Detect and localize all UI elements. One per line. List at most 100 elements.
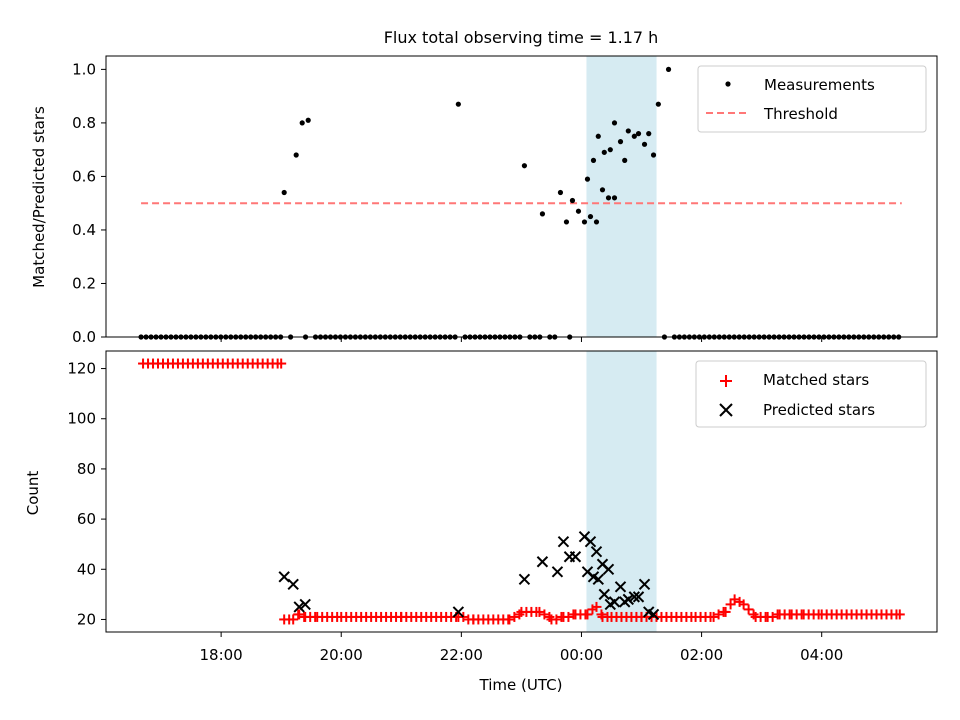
data-point: [590, 157, 597, 163]
matched-star-point: [720, 606, 731, 617]
data-point: [641, 141, 648, 147]
data-point: [557, 189, 564, 196]
top-plot-frame: [105, 55, 938, 338]
data-point: [587, 213, 594, 220]
x-axis-label: Time (UTC): [479, 676, 563, 694]
legend-box: [697, 65, 927, 133]
y-tick-label: 120: [67, 360, 96, 378]
data-point: [607, 147, 613, 153]
y-tick-label: 1.0: [72, 60, 96, 78]
top-legend: Measurements Threshold: [697, 65, 927, 133]
data-point: [299, 120, 305, 126]
data-point: [611, 195, 618, 201]
predicted-star-point: [518, 573, 531, 586]
predicted-star-point: [536, 556, 549, 568]
data-point: [611, 120, 618, 126]
predicted-star-point: [592, 573, 604, 586]
y-tick-label: 0.0: [72, 328, 96, 346]
x-tick-label: 22:00: [440, 646, 483, 664]
data-point: [665, 66, 672, 72]
predicted-star-point: [622, 593, 635, 606]
matched-star-point: [738, 599, 749, 610]
data-point: [281, 189, 287, 196]
predicted-star-point: [299, 598, 311, 611]
x-tick-label: 02:00: [680, 646, 723, 664]
legend-label-predicted: Predicted stars: [763, 401, 875, 419]
predicted-star-point: [278, 571, 290, 583]
y-tick-label: 60: [77, 510, 96, 528]
predicted-star-point: [293, 601, 305, 613]
data-point: [539, 211, 546, 217]
legend-marker-matched: [720, 375, 732, 387]
predicted-star-point: [608, 596, 621, 608]
legend-marker-measurements: [725, 81, 731, 87]
predicted-star-point: [584, 535, 597, 548]
x-tick-label: 00:00: [560, 646, 603, 664]
data-point: [455, 101, 461, 107]
data-point: [575, 208, 582, 214]
predicted-star-point: [452, 606, 465, 618]
bottom-legend: Matched stars Predicted stars: [695, 360, 927, 428]
data-point: [581, 219, 588, 225]
matched-star-point: [288, 614, 299, 625]
bottom-y-axis-label: Count: [24, 471, 42, 516]
bottom-panel: 20 40 60 80 100 120 18:00 20:00 22:00 00:00 02:00…: [24, 350, 938, 694]
predicted-star-point: [551, 566, 564, 578]
matched-star-point: [582, 609, 593, 620]
data-point: [650, 152, 657, 158]
predicted-star-point: [614, 581, 627, 593]
data-point: [622, 157, 628, 163]
data-point: [655, 101, 661, 107]
data-point: [305, 117, 311, 123]
y-tick-label: 0.4: [72, 221, 96, 239]
predicted-star-point: [632, 591, 645, 603]
predicted-star-point: [287, 578, 299, 591]
predicted-star-point: [569, 551, 582, 563]
data-point: [293, 152, 299, 158]
legend-label-measurements: Measurements: [764, 76, 875, 94]
data-point: [521, 163, 528, 169]
predicted-star-point: [647, 608, 660, 621]
data-point: [646, 131, 652, 137]
predicted-star-point: [638, 578, 651, 591]
chart-title: Flux total observing time = 1.17 h: [384, 28, 659, 47]
matched-star-point: [725, 599, 736, 610]
data-point: [631, 133, 637, 139]
data-point: [593, 219, 600, 225]
predicted-star-point: [557, 535, 570, 548]
matched-star-point: [743, 604, 754, 615]
data-point: [625, 128, 631, 134]
x-tick-label: 20:00: [320, 646, 363, 664]
y-tick-label: 20: [77, 610, 96, 628]
top-y-axis-label: Matched/Predicted stars: [30, 106, 48, 288]
y-tick-label: 100: [67, 410, 96, 428]
data-point: [635, 131, 642, 137]
y-tick-label: 0.8: [72, 114, 96, 132]
highlight-band: [586, 56, 657, 337]
x-tick-label: 04:00: [800, 646, 843, 664]
legend-marker-predicted: [719, 403, 733, 417]
top-panel: 0.0 0.2 0.4 0.6 0.8 1.0 Matched/Predicted sta…: [30, 55, 938, 346]
predicted-star-point: [590, 546, 603, 558]
data-point: [599, 187, 606, 193]
matched-star-point: [894, 609, 905, 620]
data-point: [563, 219, 570, 225]
x-tick-label: 18:00: [200, 646, 243, 664]
data-point: [605, 195, 612, 201]
predicted-star-point: [628, 591, 641, 603]
bottom-plot-frame: [105, 350, 938, 633]
y-tick-label: 0.2: [72, 274, 96, 292]
y-tick-label: 80: [77, 460, 96, 478]
data-point: [569, 197, 576, 204]
highlight-band: [586, 351, 657, 632]
predicted-star-point: [602, 563, 615, 575]
predicted-star-point: [598, 588, 610, 601]
y-tick-label: 0.6: [72, 167, 96, 185]
data-point: [601, 149, 607, 155]
legend-label-matched: Matched stars: [763, 371, 869, 389]
data-point: [595, 133, 601, 139]
data-point: [584, 176, 591, 182]
matched-star-point: [591, 601, 602, 612]
matched-star-point: [276, 358, 287, 369]
